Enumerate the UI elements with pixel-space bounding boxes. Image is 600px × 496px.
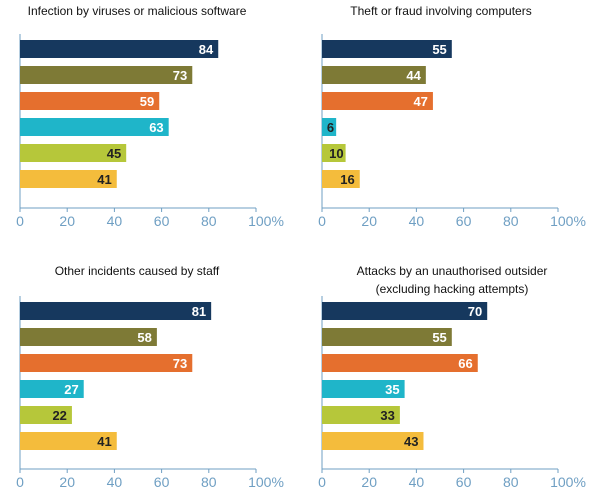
chart-1-tick-label: 100% <box>248 213 284 229</box>
chart-3-bar-6-label: 41 <box>97 434 111 449</box>
chart-4-bar-1-label: 70 <box>468 304 482 319</box>
chart-1-bar-1-label: 84 <box>199 42 214 57</box>
chart-3-tick-label: 0 <box>16 474 24 490</box>
chart-1-bar-6 <box>20 170 117 188</box>
chart-2-bar-5 <box>322 144 346 162</box>
chart-2-bar-1-label: 55 <box>432 42 446 57</box>
chart-3-bar-2 <box>20 328 157 346</box>
chart-3-bar-3-label: 73 <box>173 356 187 371</box>
chart-4-bar-1 <box>322 302 488 320</box>
chart-1-tick-label: 40 <box>107 213 123 229</box>
chart-4-tick-label: 40 <box>409 474 425 490</box>
chart-3-bar-1-label: 81 <box>192 304 206 319</box>
chart-1-bar-4 <box>20 118 169 136</box>
chart-3-bar-1 <box>20 302 212 320</box>
chart-3-tick-label: 20 <box>59 474 75 490</box>
chart-2-title: Theft or fraud involving computers <box>350 4 531 18</box>
chart-4-tick-label: 60 <box>456 474 472 490</box>
chart-2-bar-4 <box>322 118 337 136</box>
chart-2-bar-3-label: 47 <box>413 94 427 109</box>
chart-1-bar-2-label: 73 <box>173 68 187 83</box>
chart-1-bar-3-label: 59 <box>140 94 154 109</box>
chart-1-tick-label: 0 <box>16 213 24 229</box>
chart-1-title: Infection by viruses or malicious softwa… <box>28 4 247 18</box>
chart-4-bar-6 <box>322 432 424 450</box>
chart-3-tick-label: 100% <box>248 474 284 490</box>
chart-4-bar-6-label: 43 <box>404 434 418 449</box>
chart-4-bar-5-label: 33 <box>380 408 394 423</box>
chart-2-tick-label: 80 <box>503 213 519 229</box>
chart-2-tick-label: 60 <box>456 213 472 229</box>
chart-4-bar-3 <box>322 354 478 372</box>
chart-2-tick-label: 100% <box>550 213 586 229</box>
chart-1-bar-3 <box>20 92 160 110</box>
chart-4-title-line-2: (excluding hacking attempts) <box>376 282 529 296</box>
chart-2-bar-5-label: 10 <box>329 146 343 161</box>
chart-4-bar-5 <box>322 406 400 424</box>
chart-1-tick-label: 80 <box>201 213 217 229</box>
chart-2-bar-1 <box>322 40 452 58</box>
chart-4-bar-4 <box>322 380 405 398</box>
chart-3-title: Other incidents caused by staff <box>55 264 220 278</box>
chart-2-bar-2-label: 44 <box>406 68 421 83</box>
chart-1-tick-label: 20 <box>59 213 75 229</box>
chart-1-bar-6-label: 41 <box>97 172 111 187</box>
chart-1-bar-5 <box>20 144 127 162</box>
chart-4-tick-label: 20 <box>361 474 377 490</box>
chart-3-bar-2-label: 58 <box>137 330 151 345</box>
chart-3-bar-5-label: 22 <box>52 408 66 423</box>
chart-3-bar-6 <box>20 432 117 450</box>
chart-4-bar-3-label: 66 <box>458 356 472 371</box>
chart-4-title: Attacks by an unauthorised outsider <box>357 264 548 278</box>
chart-1-bar-1 <box>20 40 219 58</box>
chart-4-tick-label: 0 <box>318 474 326 490</box>
chart-2-bar-6 <box>322 170 360 188</box>
chart-4-tick-label: 80 <box>503 474 519 490</box>
chart-3-tick-label: 40 <box>107 474 123 490</box>
chart-3-bar-4-label: 27 <box>64 382 78 397</box>
chart-3-bar-4 <box>20 380 84 398</box>
chart-3-tick-label: 60 <box>154 474 170 490</box>
chart-4-tick-label: 100% <box>550 474 586 490</box>
chart-4-bar-2 <box>322 328 452 346</box>
chart-3-bar-5 <box>20 406 72 424</box>
chart-3-tick-label: 80 <box>201 474 217 490</box>
chart-1-tick-label: 60 <box>154 213 170 229</box>
chart-2-tick-label: 0 <box>318 213 326 229</box>
chart-2-tick-label: 40 <box>409 213 425 229</box>
chart-2-bar-3 <box>322 92 433 110</box>
chart-2-bar-4-label: 6 <box>327 120 334 135</box>
chart-2-bar-6-label: 16 <box>340 172 354 187</box>
chart-4-bar-2-label: 55 <box>432 330 446 345</box>
chart-1-bar-5-label: 45 <box>107 146 121 161</box>
chart-4-bar-4-label: 35 <box>385 382 399 397</box>
chart-1-bar-4-label: 63 <box>149 120 163 135</box>
chart-3-bar-3 <box>20 354 193 372</box>
chart-2-bar-2 <box>322 66 426 84</box>
chart-1-bar-2 <box>20 66 193 84</box>
chart-2-tick-label: 20 <box>361 213 377 229</box>
